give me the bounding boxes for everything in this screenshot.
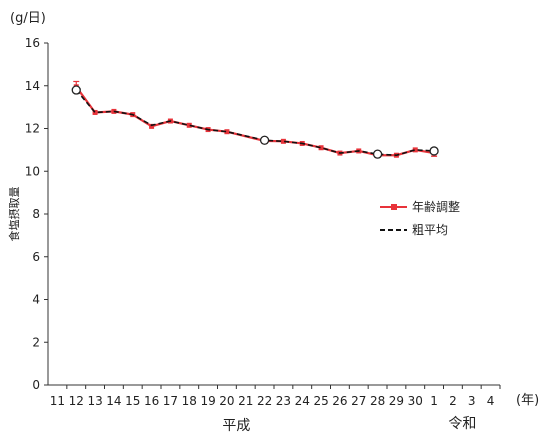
- y-tick-label: 16: [25, 36, 40, 50]
- x-tick-label: 11: [50, 394, 65, 408]
- data-point-crude-average: [372, 149, 383, 159]
- series-line-age-adjusted: [75, 86, 435, 157]
- x-tick-label: 21: [238, 394, 253, 408]
- x-tick-label: 26: [332, 394, 347, 408]
- x-unit-label: (年): [516, 393, 539, 408]
- y-tick-label: 8: [32, 207, 40, 221]
- x-tick-label: 22: [257, 394, 272, 408]
- x-tick-label: 12: [69, 394, 84, 408]
- legend-label-crude-average: 粗平均: [412, 223, 448, 237]
- data-point-crude-average: [429, 146, 439, 156]
- x-tick-label: 24: [295, 394, 310, 408]
- y-tick-label: 4: [32, 293, 40, 307]
- legend: 年齢調整 粗平均: [380, 199, 460, 237]
- x-tick-label: 29: [389, 394, 404, 408]
- data-point-age-adjusted: [149, 123, 155, 129]
- x-tick-label: 27: [351, 394, 366, 408]
- legend-label-age-adjusted: 年齢調整: [412, 199, 460, 214]
- x-tick-label: 19: [200, 394, 215, 408]
- x-tick-label: 14: [106, 394, 121, 408]
- y-axis-title: 食塩摂取量: [7, 187, 21, 242]
- data-point-age-adjusted: [318, 145, 324, 151]
- data-point-age-adjusted: [412, 147, 418, 153]
- y-tick-label: 0: [32, 378, 40, 392]
- y-tick-label: 2: [32, 335, 40, 349]
- x-tick-label: 1: [430, 394, 438, 408]
- x-tick-label: 15: [125, 394, 140, 408]
- x-tick-label: 25: [313, 394, 328, 408]
- x-tick-label: 23: [276, 394, 291, 408]
- series-line-crude-average: [75, 89, 435, 157]
- x-tick-label: 30: [408, 394, 423, 408]
- data-point-age-adjusted: [92, 109, 98, 115]
- y-tick-label: 10: [25, 164, 40, 178]
- x-tick-label: 17: [163, 394, 178, 408]
- x-tick-label: 20: [219, 394, 234, 408]
- x-tick-label: 3: [468, 394, 476, 408]
- x-tick-label: 28: [370, 394, 385, 408]
- legend-marker-age-adjusted: [391, 204, 397, 210]
- data-point-age-adjusted: [224, 129, 230, 135]
- y-unit-label: (g/日): [10, 11, 46, 26]
- x-tick-label: 2: [449, 394, 457, 408]
- data-point-crude-average: [259, 135, 270, 145]
- y-tick-label: 12: [25, 122, 40, 136]
- x-tick-label: 16: [144, 394, 159, 408]
- data-point-crude-average: [71, 85, 81, 95]
- era-label-heisei: 平成: [222, 418, 250, 434]
- y-tick-label: 6: [32, 250, 40, 264]
- x-tick-label: 18: [182, 394, 197, 408]
- x-tick-label: 13: [87, 394, 102, 408]
- data-point-age-adjusted: [280, 138, 286, 144]
- y-tick-label: 14: [25, 79, 40, 93]
- data-point-age-adjusted: [186, 122, 192, 128]
- x-tick-label: 4: [487, 394, 495, 408]
- era-label-reiwa: 令和: [448, 416, 476, 432]
